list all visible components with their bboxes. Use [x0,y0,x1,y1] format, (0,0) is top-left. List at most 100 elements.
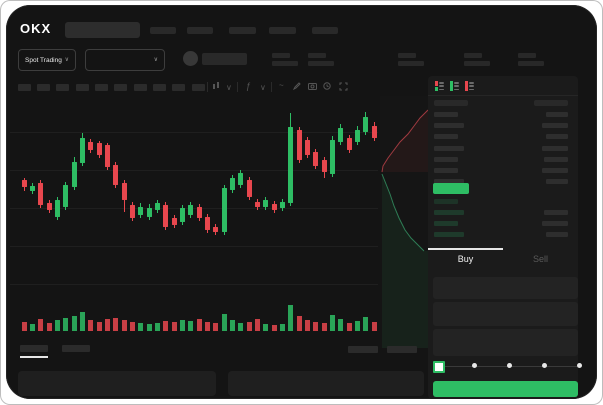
volume-bar [30,324,35,331]
candle-body [22,180,27,187]
ask-amount-bar[interactable] [546,134,568,139]
volume-bar [297,316,302,331]
okx-logo: OKX [20,21,52,36]
volume-bar [330,315,335,331]
candle-body [113,165,118,185]
nav-item[interactable] [269,27,296,34]
chevron-down-icon[interactable]: ∨ [260,83,266,92]
ask-amount-bar[interactable] [546,112,568,117]
bid-price-bar[interactable] [434,221,458,226]
slider-stop-dot[interactable] [542,363,547,368]
order-input-field[interactable] [433,302,578,326]
nav-item[interactable] [187,27,213,34]
line-tool-icon[interactable]: ~ [279,81,284,90]
bid-amount-bar[interactable] [542,221,568,226]
ask-price-bar[interactable] [434,146,464,151]
volume-bar [230,320,235,331]
volume-bar [197,319,202,331]
timeframe-button[interactable] [153,84,166,91]
bottom-control[interactable] [348,346,378,353]
ask-price-bar[interactable] [434,112,458,117]
volume-bar [72,316,77,331]
stat-label [272,53,290,58]
candle-body [105,145,110,167]
pair-dropdown[interactable]: ∨ [85,49,165,71]
tab-buy[interactable]: Buy [457,254,474,264]
order-input-field[interactable] [433,277,578,299]
chevron-down-icon[interactable]: ∨ [226,83,232,92]
timeframe-button[interactable] [76,84,89,91]
gridline [10,284,378,285]
volume-bar [130,322,135,331]
tab-sell[interactable]: Sell [532,254,548,264]
search-input[interactable] [65,22,140,38]
order-input-field[interactable] [433,329,578,356]
ask-price-bar[interactable] [434,168,458,173]
bid-price-bar[interactable] [434,210,464,215]
active-tab-indicator [428,248,503,250]
lines [454,81,459,91]
nav-item[interactable] [150,27,176,34]
indicator-icon[interactable]: ƒ [246,81,252,91]
amount-slider-handle[interactable] [433,361,445,373]
ask-price-bar[interactable] [434,134,458,139]
bottom-control[interactable] [387,346,417,353]
ask-amount-bar[interactable] [542,146,568,151]
timeframe-button[interactable] [134,84,147,91]
slider-stop-dot[interactable] [472,363,477,368]
depth-chart[interactable] [380,96,430,348]
stat-label [398,53,416,58]
bid-amount-bar[interactable] [546,232,568,237]
ask-price-bar[interactable] [434,123,464,128]
slider-stop-dot[interactable] [577,363,582,368]
candle-body [97,143,102,155]
candle-body [122,183,127,200]
bid-amount-bar[interactable] [544,210,568,215]
ask-amount-bar[interactable] [546,179,568,184]
ask-amount-bar[interactable] [544,157,568,162]
candle-body [163,205,168,227]
bottom-tab[interactable] [62,345,90,352]
gridline [10,170,378,171]
orderbook-layout-bids-icon[interactable] [449,80,460,92]
orderbook-layout-both-icon[interactable] [434,80,445,92]
candle-body [305,140,310,155]
candle-body [238,173,243,185]
timeframe-button[interactable] [37,84,50,91]
slider-stop-dot[interactable] [507,363,512,368]
bid-price-bar[interactable] [434,232,464,237]
volume-bar [122,320,127,331]
bid-price-bar[interactable] [434,199,458,204]
history-restore-icon[interactable] [323,82,331,90]
volume-bar [280,324,285,331]
timeframe-button[interactable] [18,84,31,91]
timeframe-button[interactable] [95,84,108,91]
volume-bar [147,324,152,331]
draw-pencil-icon[interactable] [293,82,301,90]
timeframe-button[interactable] [192,84,205,91]
candle-body [322,160,327,172]
timeframe-button[interactable] [172,84,185,91]
nav-item[interactable] [312,27,338,34]
ask-price-bar[interactable] [434,157,458,162]
ask-amount-bar[interactable] [542,168,568,173]
nav-item[interactable] [229,27,256,34]
candle-body [80,138,85,163]
ask-amount-bar[interactable] [542,123,568,128]
fullscreen-icon[interactable] [339,82,348,91]
app-window: OKX Spot Trading ∨ ∨ ∨ ƒ ∨ ~ [6,5,597,399]
timeframe-button[interactable] [56,84,69,91]
candle-body [72,162,77,187]
timeframe-button[interactable] [114,84,127,91]
camera-icon[interactable] [308,82,317,90]
ask-price-bar[interactable] [434,179,464,184]
last-price-badge[interactable] [433,183,469,194]
chart-type-icon[interactable] [212,82,221,91]
volume-bar [63,318,68,331]
buy-submit-button[interactable] [433,381,578,397]
orderbook-layout-asks-icon[interactable] [464,80,475,92]
candle-body [347,138,352,150]
bottom-tab[interactable] [20,345,48,352]
market-type-dropdown[interactable]: Spot Trading ∨ [18,49,76,71]
